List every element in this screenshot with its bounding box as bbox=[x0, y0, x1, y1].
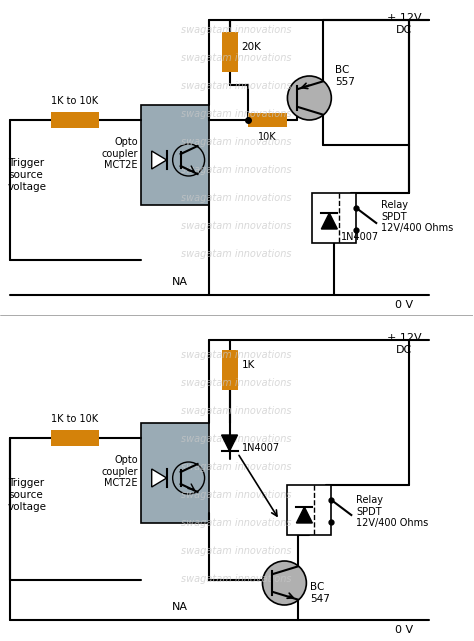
Text: swagatam innovations: swagatam innovations bbox=[181, 249, 292, 259]
Text: Opto
coupler
MCT2E: Opto coupler MCT2E bbox=[101, 455, 138, 488]
Text: swagatam innovations: swagatam innovations bbox=[181, 546, 292, 556]
Text: swagatam innovations: swagatam innovations bbox=[181, 462, 292, 472]
Text: Relay
SPDT
12V/400 Ohms: Relay SPDT 12V/400 Ohms bbox=[381, 200, 454, 233]
Circle shape bbox=[263, 561, 306, 605]
Text: Trigger
source
voltage: Trigger source voltage bbox=[8, 158, 47, 192]
Bar bbox=[221, 32, 237, 72]
Bar bbox=[287, 485, 331, 535]
Bar bbox=[247, 113, 287, 127]
Text: swagatam innovations: swagatam innovations bbox=[181, 165, 292, 175]
Text: 0 V: 0 V bbox=[395, 625, 413, 635]
Text: swagatam innovations: swagatam innovations bbox=[181, 434, 292, 444]
Text: + 12V
DC: + 12V DC bbox=[387, 13, 421, 35]
Text: Trigger
source
voltage: Trigger source voltage bbox=[8, 478, 47, 512]
Text: swagatam innovations: swagatam innovations bbox=[181, 350, 292, 360]
Text: swagatam innovations: swagatam innovations bbox=[181, 490, 292, 500]
Text: swagatam innovations: swagatam innovations bbox=[181, 81, 292, 91]
Polygon shape bbox=[152, 469, 167, 487]
Circle shape bbox=[173, 144, 205, 176]
Bar bbox=[221, 350, 237, 390]
Text: Relay
SPDT
12V/400 Ohms: Relay SPDT 12V/400 Ohms bbox=[356, 495, 428, 528]
Text: 1N4007: 1N4007 bbox=[341, 232, 380, 242]
Polygon shape bbox=[321, 213, 337, 229]
Text: BC
557: BC 557 bbox=[335, 65, 355, 87]
Text: NA: NA bbox=[172, 277, 188, 287]
Polygon shape bbox=[221, 435, 237, 451]
Text: swagatam innovations: swagatam innovations bbox=[181, 193, 292, 203]
Bar bbox=[141, 423, 209, 523]
Bar bbox=[312, 193, 356, 243]
Text: 1K to 10K: 1K to 10K bbox=[51, 96, 99, 106]
Text: 20K: 20K bbox=[242, 42, 261, 52]
Circle shape bbox=[173, 462, 205, 494]
Text: 1K to 10K: 1K to 10K bbox=[51, 414, 99, 424]
Text: 0 V: 0 V bbox=[395, 300, 413, 310]
Circle shape bbox=[287, 76, 331, 120]
Text: + 12V
DC: + 12V DC bbox=[387, 333, 421, 354]
Polygon shape bbox=[152, 151, 167, 169]
Text: Opto
coupler
MCT2E: Opto coupler MCT2E bbox=[101, 137, 138, 171]
Text: BC
547: BC 547 bbox=[310, 582, 330, 604]
Text: swagatam innovations: swagatam innovations bbox=[181, 109, 292, 119]
Text: 1N4007: 1N4007 bbox=[242, 443, 280, 453]
Text: swagatam innovations: swagatam innovations bbox=[181, 574, 292, 584]
Text: swagatam innovations: swagatam innovations bbox=[181, 137, 292, 147]
Text: 10K: 10K bbox=[258, 132, 277, 142]
Text: swagatam innovations: swagatam innovations bbox=[181, 53, 292, 63]
Text: swagatam innovations: swagatam innovations bbox=[181, 518, 292, 528]
Bar bbox=[51, 430, 99, 446]
Text: NA: NA bbox=[172, 602, 188, 612]
Text: swagatam innovations: swagatam innovations bbox=[181, 378, 292, 388]
Text: swagatam innovations: swagatam innovations bbox=[181, 406, 292, 416]
Bar bbox=[141, 105, 209, 205]
Text: swagatam innovations: swagatam innovations bbox=[181, 25, 292, 35]
Bar bbox=[51, 112, 99, 128]
Polygon shape bbox=[296, 507, 312, 523]
Text: 1K: 1K bbox=[242, 360, 255, 370]
Text: swagatam innovations: swagatam innovations bbox=[181, 221, 292, 231]
